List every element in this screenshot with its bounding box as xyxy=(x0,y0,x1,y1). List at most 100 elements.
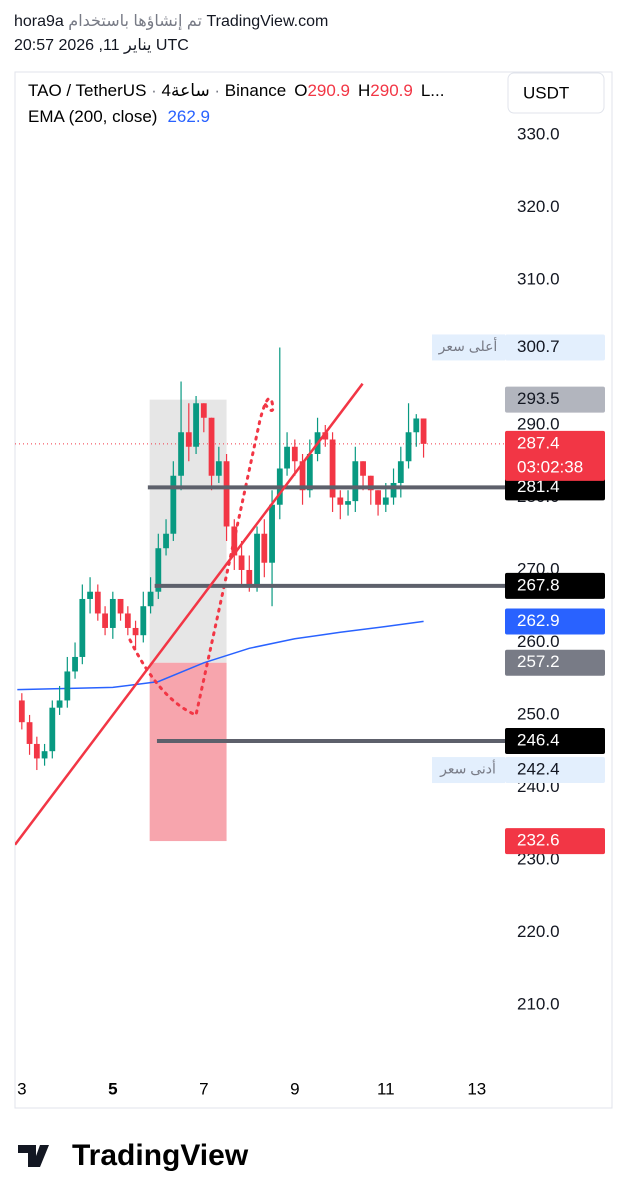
plot-background xyxy=(15,347,505,842)
candle-body xyxy=(56,700,63,708)
price-tag xyxy=(505,334,605,361)
site: TradingView.com xyxy=(206,13,329,30)
author: hora9a xyxy=(14,13,64,30)
candle-body xyxy=(367,475,374,491)
price-tag xyxy=(505,828,605,855)
candle-body xyxy=(147,591,154,607)
price-tag-label: 242.4 xyxy=(517,760,560,779)
candle-body xyxy=(193,403,199,447)
countdown: 03:02:38 xyxy=(517,457,583,476)
candle-body xyxy=(26,722,33,744)
y-tick-label: 210.0 xyxy=(517,994,560,1013)
candle-body xyxy=(254,533,260,585)
price-tag xyxy=(505,572,605,599)
x-tick-label: 5 xyxy=(108,1079,117,1098)
price-tag xyxy=(505,757,605,784)
candle-body xyxy=(390,482,397,498)
x-tick-label: 13 xyxy=(467,1079,486,1098)
y-tick-label: 290.0 xyxy=(517,414,560,433)
x-tick-label: 7 xyxy=(199,1079,208,1098)
candle-body xyxy=(41,751,48,759)
candle-body xyxy=(208,417,215,476)
candle-body xyxy=(170,475,177,534)
price-tag-label: 257.2 xyxy=(517,652,560,671)
ohlc-more: L... xyxy=(421,81,445,100)
annotation-text: أعلى سعر xyxy=(438,337,498,355)
legend: TAO / TetherUS · 4ساعة · Binance O290.9 H2… xyxy=(28,81,444,126)
candle-body xyxy=(238,555,245,570)
price-tag-label: 293.5 xyxy=(517,389,560,408)
candle-body xyxy=(117,598,124,614)
candle-body xyxy=(163,533,169,549)
separator: · xyxy=(210,81,225,100)
ema-value: 262.9 xyxy=(167,107,210,126)
interval: 4ساعة xyxy=(162,81,210,100)
candle-body xyxy=(382,497,389,505)
ema-name: EMA (200, close) xyxy=(28,107,157,126)
currency-button[interactable] xyxy=(507,72,605,114)
header-line: hora9a تم إنشاؤها باستخدام TradingView.c… xyxy=(14,10,328,34)
candle-body xyxy=(109,598,116,628)
credit: تم إنشاؤها باستخدام xyxy=(68,13,202,30)
candle-body xyxy=(33,743,40,759)
header: hora9a تم إنشاؤها باستخدام TradingView.c… xyxy=(14,10,328,58)
candle-body xyxy=(405,432,412,462)
candle-body xyxy=(102,613,108,628)
ohlc-o-label: O xyxy=(294,81,307,100)
ohlc-o-value: 290.9 xyxy=(307,81,350,100)
y-tick-label: 330.0 xyxy=(517,125,560,144)
currency[interactable]: USDT xyxy=(523,83,569,102)
price-tag-label: 267.8 xyxy=(517,575,560,594)
price-tag xyxy=(505,649,605,676)
ohlc-h-value: 290.9 xyxy=(370,81,413,100)
candle-body xyxy=(155,548,162,592)
candle-body xyxy=(49,707,56,752)
price-tag-label: 262.9 xyxy=(517,611,560,630)
position-stop-zone xyxy=(149,662,227,842)
footer-logo: TradingView xyxy=(18,1139,249,1172)
candle-body xyxy=(284,446,290,469)
candle-body xyxy=(94,591,101,614)
ohlc-h-label: H xyxy=(358,81,370,100)
separator: · xyxy=(146,81,161,100)
candle-body xyxy=(291,446,298,462)
price-tag-label: 232.6 xyxy=(517,831,560,850)
y-tick-label: 230.0 xyxy=(517,849,560,868)
price-tag xyxy=(505,386,605,413)
candle-body xyxy=(375,490,381,505)
symbol: TAO / TetherUS xyxy=(28,81,146,100)
candle-body xyxy=(420,418,427,444)
price-tag-label: 300.7 xyxy=(517,337,560,356)
price-tags: 300.7 أعلى سعر 293.5 281.4 287.4 03:02:38 267.… xyxy=(432,334,605,855)
timestamp: 20:57 2026 ,11 يناير UTC xyxy=(14,37,189,54)
plot-foreground xyxy=(15,382,505,846)
price-tag-label: 287.4 xyxy=(517,433,560,452)
candle-body xyxy=(299,461,306,491)
candle-body xyxy=(132,627,139,636)
brand: TradingView xyxy=(72,1139,249,1172)
candle-body xyxy=(72,656,78,672)
legend-ema: EMA (200, close) 262.9 xyxy=(28,107,210,126)
y-tick-label: 250.0 xyxy=(517,704,560,723)
y-tick-label: 310.0 xyxy=(517,270,560,289)
candle-body xyxy=(337,497,344,505)
annotation-box xyxy=(432,334,505,361)
candle-body xyxy=(87,591,93,599)
candle-body xyxy=(178,432,184,476)
time-axis: 3 5 7 9 11 13 xyxy=(17,1079,486,1098)
annotation-text: أدنى سعر xyxy=(439,760,496,778)
candle-body xyxy=(246,569,253,585)
candle-body xyxy=(215,461,222,476)
candle-body xyxy=(185,432,192,447)
annotation-box xyxy=(432,757,505,784)
x-tick-label: 9 xyxy=(290,1079,299,1098)
ema-line xyxy=(17,620,424,691)
candle-body xyxy=(269,504,275,563)
candle-body xyxy=(360,461,366,476)
candle-body xyxy=(261,533,268,563)
price-tag-label: 281.4 xyxy=(517,477,560,496)
candle-body xyxy=(124,613,131,628)
candle-body xyxy=(397,461,404,483)
